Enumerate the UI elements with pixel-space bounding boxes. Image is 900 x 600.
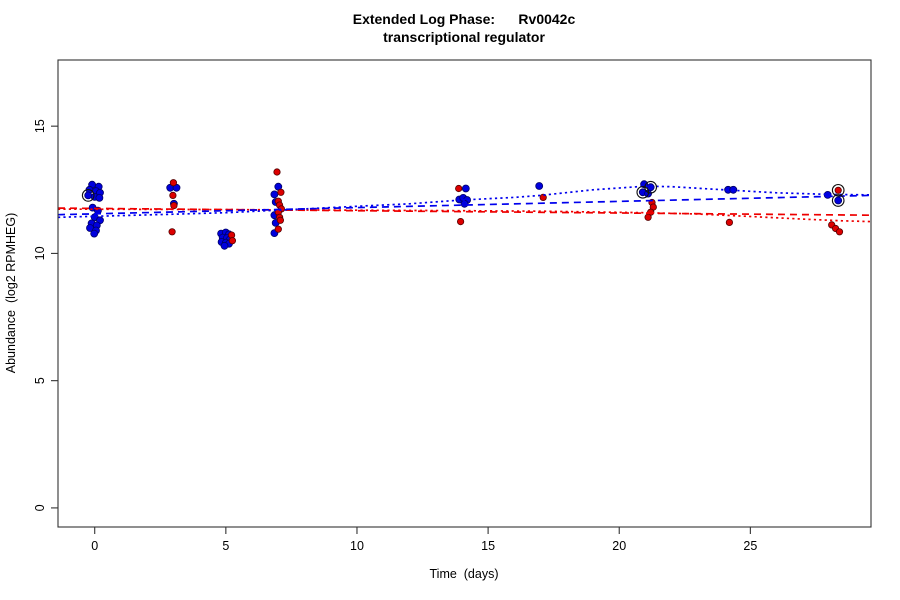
highlight-ring <box>644 180 658 194</box>
data-point-red <box>169 179 177 187</box>
data-point-blue <box>90 229 99 238</box>
y-tick-label: 10 <box>33 246 47 260</box>
data-point-red <box>644 213 652 221</box>
trend-lines-layer <box>57 185 872 223</box>
data-point-blue <box>84 191 93 200</box>
data-point-red <box>170 202 178 210</box>
y-tick-label: 5 <box>33 377 47 384</box>
data-point-red <box>169 191 177 199</box>
data-point-blue <box>834 196 843 205</box>
data-point-blue <box>220 241 229 250</box>
data-point-blue <box>95 193 104 202</box>
highlight-ring <box>81 189 95 202</box>
data-point-red <box>274 225 282 233</box>
data-point-red <box>456 218 465 226</box>
plot-title: Extended Log Phase: Rv0042c <box>353 11 576 27</box>
data-point-red <box>168 228 176 236</box>
data-point-red <box>725 218 734 226</box>
red-dotted-fit <box>57 208 872 223</box>
data-point-red <box>835 228 844 236</box>
axes-layer: 0 5 10 15 20 25 0 5 10 15 <box>33 119 757 553</box>
highlight-ring <box>831 194 845 207</box>
data-point-red <box>276 216 284 224</box>
plot-frame <box>57 59 872 528</box>
data-point-red <box>228 237 236 245</box>
data-point-red <box>277 188 285 196</box>
y-tick-label: 0 <box>33 504 47 511</box>
x-tick-label: 15 <box>481 539 495 553</box>
x-tick-label: 10 <box>350 539 364 553</box>
highlight-ring <box>831 183 845 197</box>
x-tick-label: 0 <box>91 539 98 553</box>
data-point-blue <box>461 184 470 193</box>
plot-subtitle: transcriptional regulator <box>383 29 545 45</box>
highlight-rings-layer <box>81 180 845 207</box>
data-point-red <box>834 186 842 194</box>
x-tick-label: 5 <box>222 539 229 553</box>
x-tick-label: 25 <box>743 539 757 553</box>
data-point-blue <box>460 199 469 208</box>
data-points-layer <box>84 168 844 250</box>
x-tick-label: 20 <box>612 539 626 553</box>
data-point-blue <box>535 182 544 190</box>
data-point-red <box>273 168 281 176</box>
data-point-red <box>455 184 463 193</box>
y-tick-label: 15 <box>33 119 47 133</box>
blue-dashed-fit <box>57 194 872 216</box>
x-axis-label: Time (days) <box>430 567 499 581</box>
data-point-blue <box>270 190 279 199</box>
y-axis-label: Abundance (log2 RPMHEG) <box>4 213 18 374</box>
